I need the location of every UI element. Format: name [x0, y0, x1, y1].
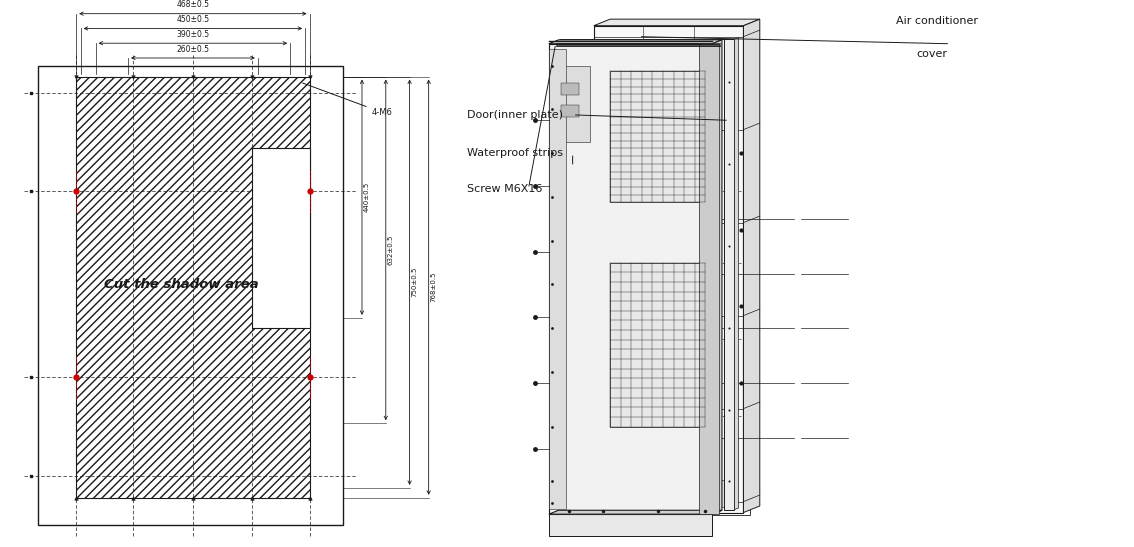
Polygon shape: [744, 19, 760, 513]
Text: 440±0.5: 440±0.5: [364, 182, 370, 212]
Polygon shape: [594, 26, 744, 513]
Text: 768±0.5: 768±0.5: [431, 272, 437, 302]
Polygon shape: [561, 105, 579, 117]
Polygon shape: [559, 66, 590, 142]
Text: 468±0.5: 468±0.5: [177, 1, 210, 9]
Text: 750±0.5: 750±0.5: [412, 267, 417, 298]
Bar: [253, 148, 310, 328]
Text: Air conditioner: Air conditioner: [896, 16, 978, 26]
Text: 450±0.5: 450±0.5: [176, 15, 210, 24]
Bar: [600, 23, 750, 515]
Polygon shape: [601, 480, 737, 507]
Text: 260±0.5: 260±0.5: [177, 45, 210, 54]
Text: Screw M6X16: Screw M6X16: [467, 184, 542, 194]
Polygon shape: [699, 44, 719, 514]
Text: 4-M6: 4-M6: [303, 83, 392, 117]
Text: 632±0.5: 632±0.5: [388, 235, 393, 265]
Polygon shape: [735, 38, 738, 510]
Polygon shape: [549, 44, 712, 514]
Polygon shape: [561, 83, 579, 95]
Bar: [39, 66, 342, 525]
Polygon shape: [712, 40, 722, 514]
Text: Door(inner plate): Door(inner plate): [467, 110, 564, 120]
Text: 390±0.5: 390±0.5: [176, 30, 210, 39]
Polygon shape: [594, 19, 760, 26]
Polygon shape: [549, 510, 722, 514]
Text: cover: cover: [916, 49, 947, 59]
Text: Cut the shadow area: Cut the shadow area: [103, 278, 259, 291]
Text: Waterproof strips: Waterproof strips: [467, 148, 564, 158]
Polygon shape: [549, 49, 566, 509]
Bar: [76, 77, 310, 498]
Polygon shape: [610, 71, 705, 202]
Polygon shape: [610, 263, 705, 427]
Polygon shape: [549, 40, 722, 44]
Polygon shape: [723, 39, 735, 510]
Polygon shape: [549, 514, 712, 536]
